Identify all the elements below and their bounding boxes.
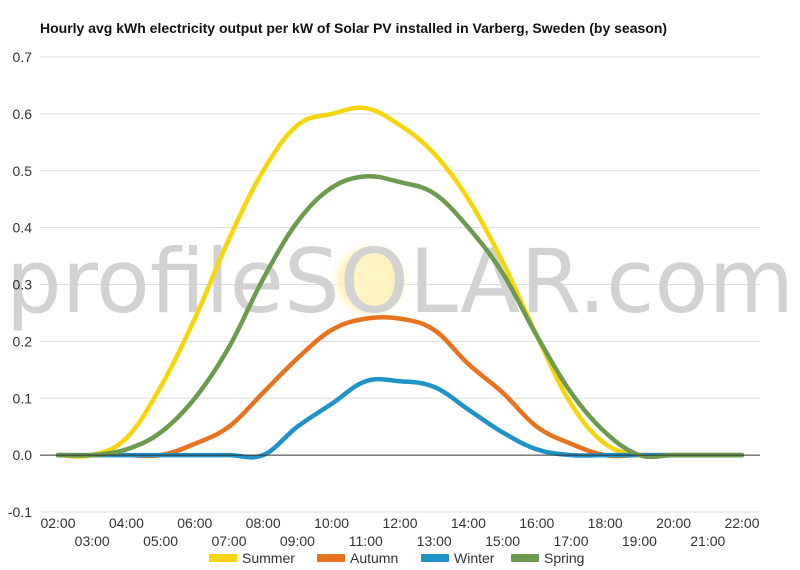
watermark-text: profileSOLAR.com [6, 230, 794, 333]
x-tick-label: 07:00 [211, 533, 246, 549]
x-tick-label: 19:00 [622, 533, 657, 549]
y-tick-label: 0.2 [13, 333, 33, 349]
x-tick-label: 12:00 [382, 515, 417, 531]
legend: Summer Autumn Winter Spring [209, 550, 584, 566]
legend-label: Spring [544, 550, 584, 566]
x-tick-label: 18:00 [588, 515, 623, 531]
x-tick-label: 03:00 [75, 533, 110, 549]
legend-swatch [421, 554, 449, 562]
grid [40, 56, 760, 513]
x-tick-label: 04:00 [109, 515, 144, 531]
series-line-spring [55, 173, 745, 460]
x-tick-label: 10:00 [314, 515, 349, 531]
legend-item-summer[interactable]: Summer [209, 550, 295, 566]
x-tick-label: 20:00 [656, 515, 691, 531]
legend-label: Summer [242, 550, 295, 566]
watermark-sun-icon [328, 238, 412, 322]
y-tick-label: 0.3 [13, 277, 33, 293]
y-tick-label: 0.0 [13, 447, 33, 463]
x-tick-label: 21:00 [690, 533, 725, 549]
x-tick-label: 15:00 [485, 533, 520, 549]
legend-label: Autumn [350, 550, 398, 566]
y-tick-label: 0.1 [13, 390, 33, 406]
legend-item-winter[interactable]: Winter [421, 550, 495, 566]
x-tick-label: 08:00 [246, 515, 281, 531]
chart-title: Hourly avg kWh electricity output per kW… [40, 20, 667, 36]
x-tick-label: 22:00 [724, 515, 759, 531]
y-tick-label: 0.4 [13, 220, 33, 236]
x-tick-label: 09:00 [280, 533, 315, 549]
x-tick-label: 17:00 [553, 533, 588, 549]
legend-item-spring[interactable]: Spring [511, 550, 584, 566]
watermark: profileSOLAR.com [6, 230, 794, 333]
y-tick-label: -0.1 [8, 504, 32, 520]
x-tick-label: 14:00 [451, 515, 486, 531]
legend-item-autumn[interactable]: Autumn [317, 550, 398, 566]
legend-label: Winter [454, 550, 495, 566]
y-tick-label: 0.6 [13, 106, 33, 122]
legend-swatch [317, 554, 345, 562]
x-tick-label: 13:00 [417, 533, 452, 549]
y-tick-label: 0.5 [13, 163, 33, 179]
x-tick-label: 16:00 [519, 515, 554, 531]
legend-swatch [209, 554, 237, 562]
x-tick-label: 11:00 [349, 533, 383, 549]
series-line-summer [55, 105, 745, 459]
x-tick-label: 02:00 [40, 515, 75, 531]
x-tick-label: 06:00 [177, 515, 212, 531]
x-tick-label: 05:00 [143, 533, 178, 549]
legend-swatch [511, 554, 539, 562]
y-tick-label: 0.7 [13, 49, 33, 65]
